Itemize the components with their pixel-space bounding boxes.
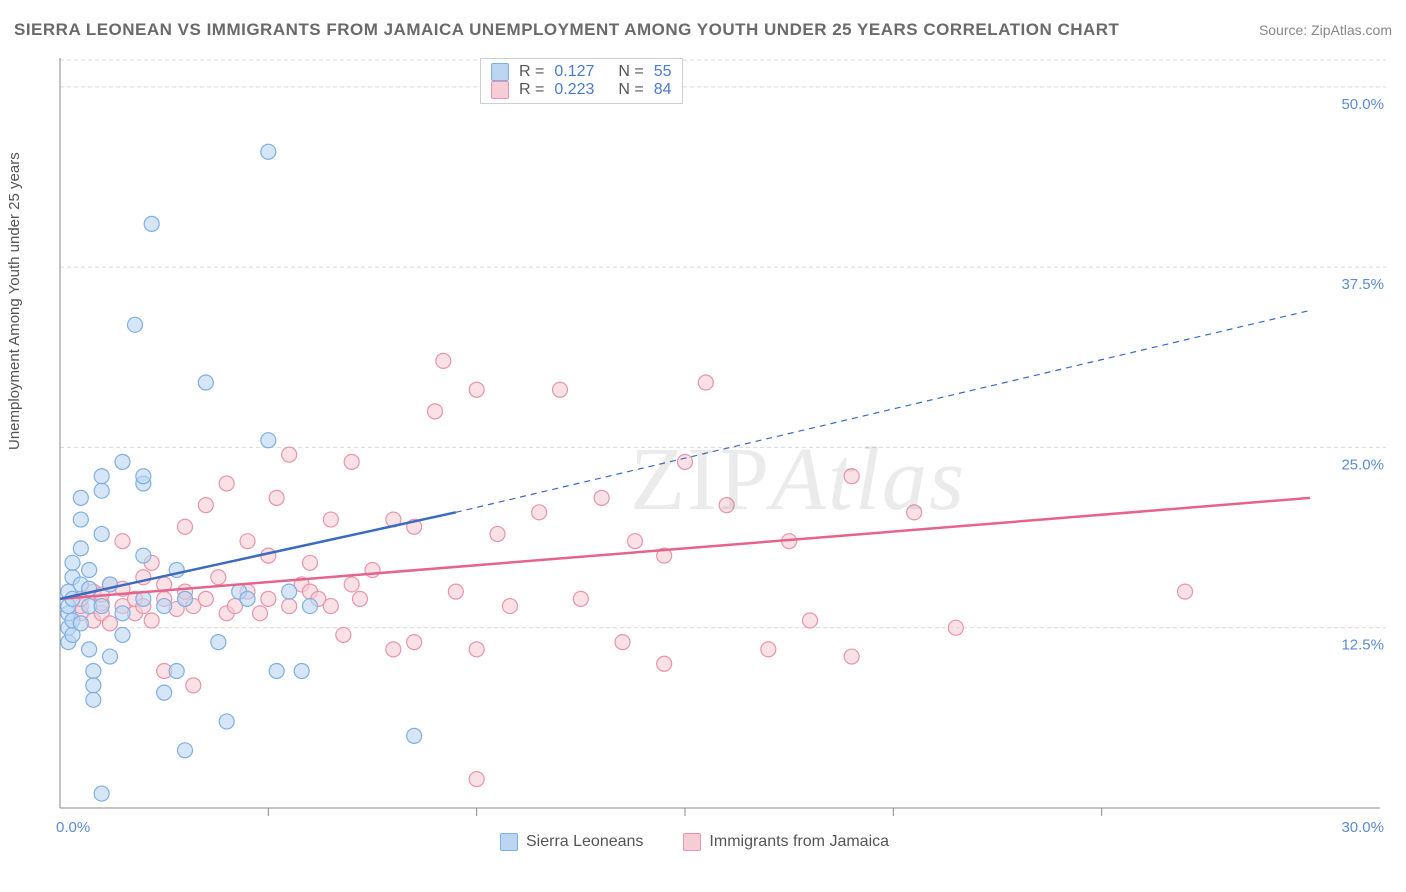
n-label-a: N = bbox=[618, 63, 643, 81]
svg-text:25.0%: 25.0% bbox=[1341, 456, 1384, 473]
r-label-b: R = bbox=[519, 81, 544, 99]
legend-swatch-a-icon bbox=[500, 833, 518, 851]
n-label-b: N = bbox=[618, 81, 643, 99]
svg-text:50.0%: 50.0% bbox=[1341, 96, 1384, 113]
r-label-a: R = bbox=[519, 63, 544, 81]
legend-swatch-b-icon bbox=[683, 833, 701, 851]
svg-text:0.0%: 0.0% bbox=[56, 819, 90, 836]
svg-text:37.5%: 37.5% bbox=[1341, 276, 1384, 293]
legend-label-a: Sierra Leoneans bbox=[526, 833, 643, 851]
legend: Sierra Leoneans Immigrants from Jamaica bbox=[500, 833, 889, 851]
swatch-a-icon bbox=[491, 63, 509, 81]
legend-item-b: Immigrants from Jamaica bbox=[683, 833, 889, 851]
n-value-b: 84 bbox=[654, 81, 672, 99]
stats-row-a: R = 0.127 N = 55 bbox=[491, 63, 672, 81]
stats-box: R = 0.127 N = 55 R = 0.223 N = 84 bbox=[480, 58, 683, 104]
swatch-b-icon bbox=[491, 81, 509, 99]
svg-text:12.5%: 12.5% bbox=[1341, 637, 1384, 654]
plot-area: 12.5%25.0%37.5%50.0%0.0%30.0% ZIPAtlas bbox=[50, 58, 1390, 838]
n-value-a: 55 bbox=[654, 63, 672, 81]
r-value-b: 0.223 bbox=[554, 81, 594, 99]
y-axis-label: Unemployment Among Youth under 25 years bbox=[6, 152, 23, 450]
r-value-a: 0.127 bbox=[554, 63, 594, 81]
legend-label-b: Immigrants from Jamaica bbox=[709, 833, 889, 851]
stats-row-b: R = 0.223 N = 84 bbox=[491, 81, 672, 99]
chart-title: SIERRA LEONEAN VS IMMIGRANTS FROM JAMAIC… bbox=[14, 20, 1119, 40]
chart-svg: 12.5% 25.0% 37.5% 50.0% 0.0% 30.0% bbox=[50, 58, 1390, 838]
source-label: Source: ZipAtlas.com bbox=[1259, 22, 1392, 38]
legend-item-a: Sierra Leoneans bbox=[500, 833, 643, 851]
svg-text:30.0%: 30.0% bbox=[1341, 819, 1384, 836]
